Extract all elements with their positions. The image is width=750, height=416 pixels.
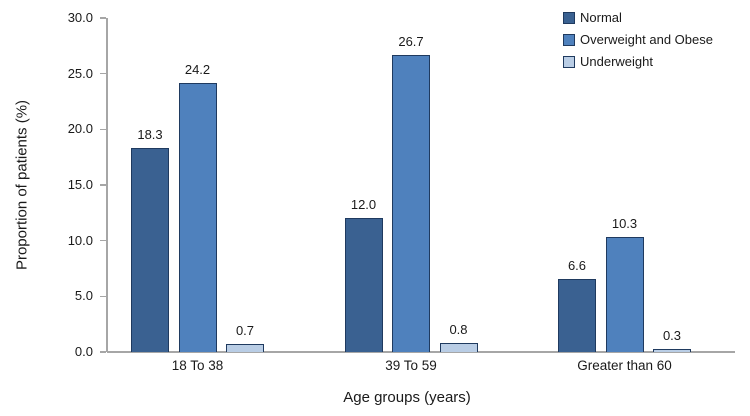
bar-series-2-cat-2 — [653, 348, 691, 352]
y-tick-mark — [100, 295, 106, 298]
value-label: 26.7 — [398, 33, 424, 49]
x-category-label: Greater than 60 — [577, 358, 672, 373]
legend-label: Underweight — [580, 54, 653, 69]
bar-series-1-cat-0 — [178, 82, 217, 352]
bar-series-1-cat-1 — [392, 54, 430, 352]
y-tick-mark — [100, 239, 106, 242]
y-tick-label: 5.0 — [74, 288, 93, 304]
y-tick-mark — [100, 72, 106, 75]
x-axis-line — [107, 351, 735, 353]
value-label: 0.7 — [235, 323, 255, 339]
value-label: 12.0 — [350, 197, 377, 213]
plot-area: 0.0 5.0 10.0 15.0 20.0 25.0 30.0 18.3 24.2 0.7 12.… — [68, 10, 735, 359]
y-tick-label: 30.0 — [67, 10, 93, 25]
value-label: 0.8 — [449, 322, 468, 338]
value-label: 18.3 — [137, 127, 163, 143]
legend-swatch-icon — [563, 33, 575, 46]
bar-series-2-cat-1 — [439, 343, 478, 352]
bar-series-0-cat-1 — [344, 218, 383, 352]
y-tick-label: 10.0 — [67, 232, 93, 248]
legend: Normal Overweight and Obese Underweight — [563, 10, 713, 76]
y-tick-label: 25.0 — [67, 65, 93, 81]
y-tick-mark — [100, 17, 106, 19]
legend-item: Overweight and Obese — [563, 32, 713, 47]
x-category-label: 18 To 38 — [171, 358, 224, 373]
legend-swatch-icon — [563, 55, 575, 68]
x-axis-title: Age groups (years) — [343, 389, 471, 406]
legend-swatch-icon — [563, 11, 575, 24]
y-axis-title: Proportion of patients (%) — [13, 99, 31, 271]
legend-item: Normal — [563, 10, 713, 25]
y-tick-mark — [100, 351, 106, 353]
legend-label: Overweight and Obese — [580, 32, 713, 47]
y-tick-label: 20.0 — [67, 121, 93, 137]
y-tick-label: 0.0 — [74, 344, 93, 359]
y-tick-mark — [100, 128, 106, 131]
y-axis-line — [106, 18, 108, 352]
bar-series-0-cat-2 — [558, 278, 596, 352]
legend-label: Normal — [580, 10, 622, 25]
x-category-label: 39 To 59 — [385, 358, 437, 373]
value-label: 24.2 — [184, 61, 211, 77]
value-label: 6.6 — [567, 257, 587, 273]
bar-series-2-cat-0 — [226, 344, 264, 352]
y-tick-mark — [100, 184, 106, 186]
value-label: 10.3 — [611, 216, 638, 232]
value-label: 0.3 — [662, 327, 682, 343]
bar-series-1-cat-2 — [605, 237, 644, 352]
bar-series-0-cat-0 — [131, 148, 169, 352]
y-tick-label: 15.0 — [67, 177, 93, 192]
legend-item: Underweight — [563, 54, 713, 69]
